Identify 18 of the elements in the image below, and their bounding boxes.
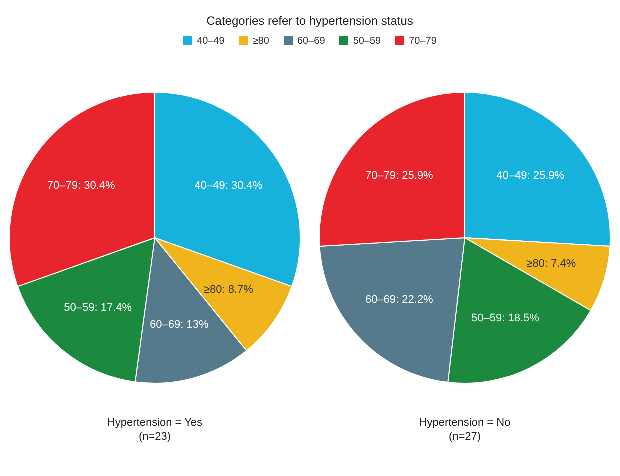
slice-label: ≥80: 7.4% (526, 258, 576, 270)
legend-label: 70–79 (408, 36, 437, 47)
data-label: 50–59: 17.4% (64, 302, 132, 314)
text: Hypertension = Yes (n=23) (106, 416, 204, 444)
slice-label: 40–49: 25.9% (496, 170, 565, 182)
chart-title: Categories refer to hypertension status (206, 14, 414, 28)
legend-label: 60–69 (296, 36, 326, 47)
data-label: ≥80: 8.7% (204, 284, 254, 296)
slice-label: 50–59: 18.5% (472, 312, 540, 325)
data-label: 60–69: 13% (150, 318, 209, 331)
legend-label: 40–49 (196, 36, 225, 47)
text: Hypertension = No (n=27) (418, 416, 512, 444)
slice-label: 70–79: 25.9% (365, 170, 434, 182)
data-label: 70–79: 30.4% (47, 180, 116, 192)
legend-label: ≥80 (252, 36, 270, 47)
slice-label: 60–69: 22.2% (365, 294, 434, 306)
legend-label: 50–59 (352, 36, 382, 47)
data-label: 40–49: 30.4% (194, 180, 263, 192)
